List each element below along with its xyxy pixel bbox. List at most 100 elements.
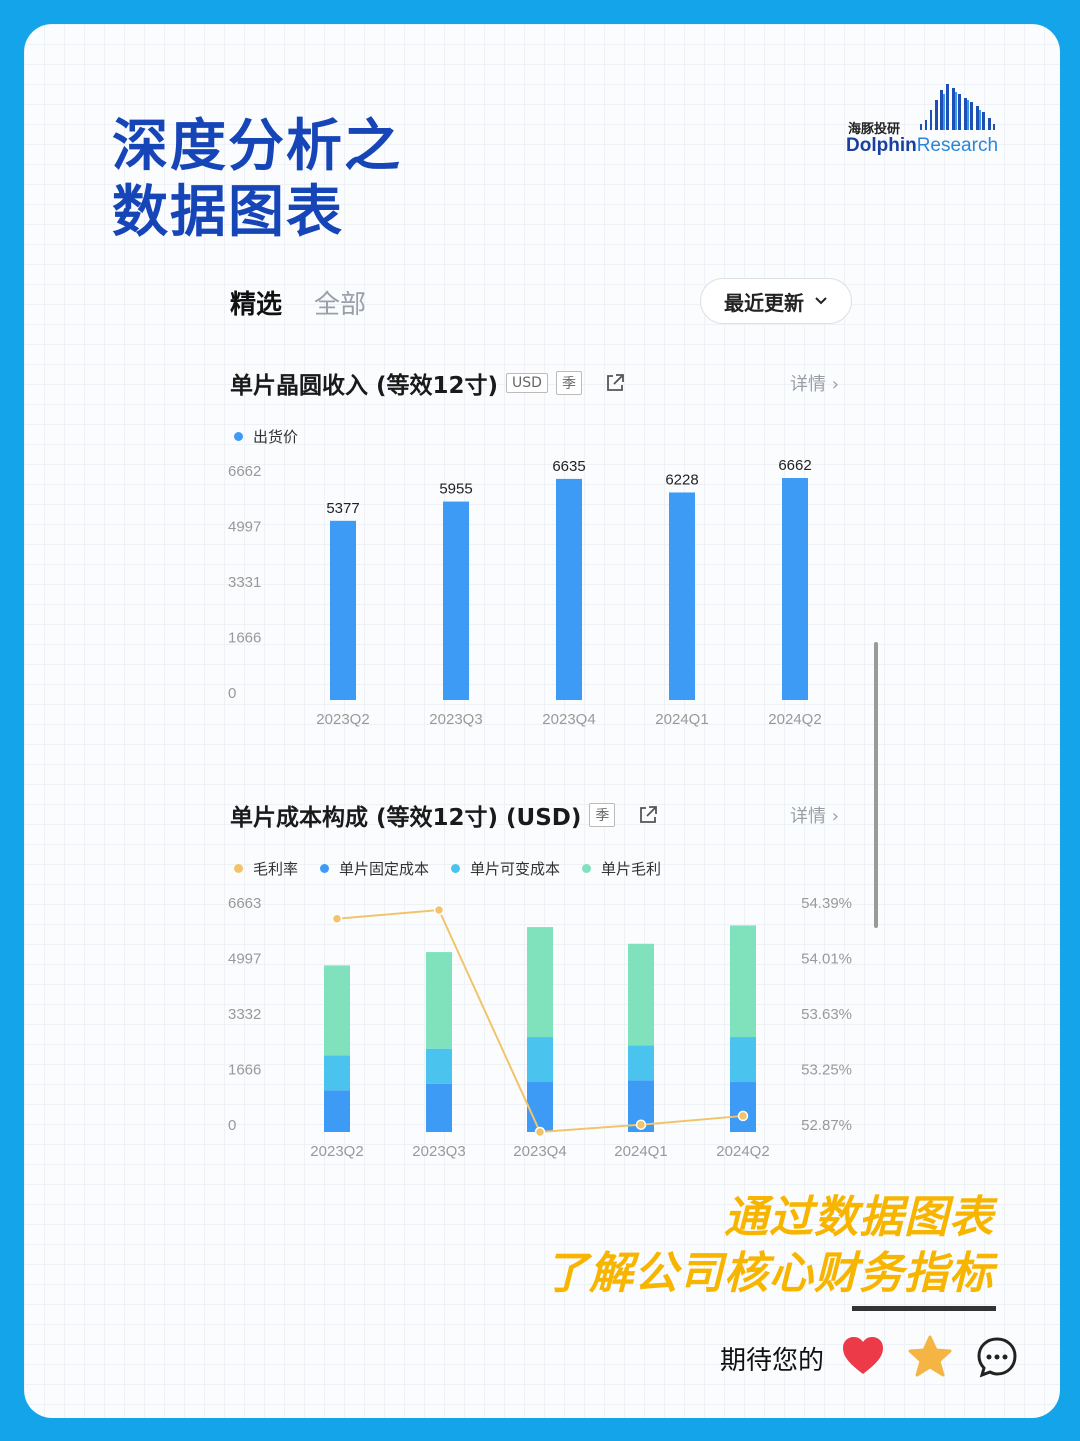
slogan: 通过数据图表 了解公司核心财务指标 xyxy=(544,1190,994,1302)
bar-segment xyxy=(426,1083,452,1132)
chart1-legend: 出货价 xyxy=(234,426,298,447)
chevron-down-icon xyxy=(815,297,827,305)
x-tick-label: 2023Q2 xyxy=(310,1143,363,1160)
bar-segment xyxy=(324,965,350,1056)
y2-tick-label: 53.25% xyxy=(801,1062,852,1079)
comment-icon[interactable] xyxy=(974,1334,1020,1380)
legend-dot xyxy=(320,864,330,873)
bar-segment xyxy=(527,1082,553,1132)
chart2-legend: 毛利率 单片固定成本 单片可变成本 单片毛利 xyxy=(234,858,661,879)
x-tick-label: 2023Q3 xyxy=(412,1143,465,1160)
chart2-detail-link[interactable]: 详情 › xyxy=(790,806,839,827)
headline-line1: 深度分析之 xyxy=(112,114,402,179)
chevron-right-icon: › xyxy=(831,806,839,827)
legend-item[interactable]: 出货价 xyxy=(234,426,298,447)
legend-item[interactable]: 毛利率 xyxy=(234,858,298,879)
x-tick-label: 2023Q4 xyxy=(542,711,595,728)
share-icon[interactable] xyxy=(637,804,659,826)
bar xyxy=(669,492,695,700)
x-tick-label: 2023Q3 xyxy=(429,711,482,728)
chart1-detail-link[interactable]: 详情 › xyxy=(790,374,839,395)
line-point xyxy=(331,913,343,925)
line-point xyxy=(635,1119,647,1130)
headline-line2: 数据图表 xyxy=(112,180,344,245)
data-label: 5377 xyxy=(326,500,359,517)
card xyxy=(24,24,1060,1418)
y-tick-label: 1666 xyxy=(228,1062,261,1079)
x-tick-label: 2024Q2 xyxy=(716,1143,769,1160)
y-tick-label: 4997 xyxy=(228,519,261,536)
bar xyxy=(556,478,582,700)
chart1-title: 单片晶圆收入 (等效12寸) xyxy=(230,373,499,399)
x-tick-label: 2024Q1 xyxy=(614,1143,667,1160)
legend-dot xyxy=(582,864,592,873)
bar xyxy=(782,478,808,700)
legend-dot xyxy=(234,432,243,441)
bar-segment xyxy=(730,925,756,1038)
bar-segment xyxy=(527,927,553,1038)
line-point xyxy=(737,1110,749,1122)
bar-segment xyxy=(628,1045,654,1081)
legend-label: 单片可变成本 xyxy=(470,860,561,878)
y-tick-label: 6662 xyxy=(228,463,261,480)
heart-icon[interactable] xyxy=(840,1334,886,1378)
y-tick-label: 0 xyxy=(228,685,236,702)
chart2-title: 单片成本构成 (等效12寸) (USD) xyxy=(230,805,582,831)
chart2-period-tag: 季 xyxy=(589,803,616,827)
scrollbar[interactable] xyxy=(874,642,878,928)
legend-label: 出货价 xyxy=(253,428,299,446)
tab-bar: 精选 全部 xyxy=(230,284,366,321)
logo-cn-text: 海豚投研 xyxy=(848,122,901,137)
y-tick-label: 3332 xyxy=(228,1006,261,1023)
y-tick-label: 0 xyxy=(228,1117,236,1134)
legend-item[interactable]: 单片毛利 xyxy=(582,858,661,879)
x-tick-label: 2024Q1 xyxy=(655,711,708,728)
sort-dropdown[interactable]: 最近更新 xyxy=(700,278,852,324)
chart1-period-tag: 季 xyxy=(555,371,582,395)
y2-tick-label: 52.87% xyxy=(801,1117,852,1134)
brand-logo: 海豚投研 DolphinResearch xyxy=(846,80,1006,160)
data-label: 5955 xyxy=(439,481,472,498)
share-icon[interactable] xyxy=(604,372,626,394)
sort-label: 最近更新 xyxy=(724,290,804,315)
bar-segment xyxy=(324,1090,350,1132)
slogan-line2: 了解公司核心财务指标 xyxy=(544,1248,994,1299)
chevron-right-icon: › xyxy=(831,374,839,395)
x-tick-label: 2024Q2 xyxy=(768,711,821,728)
star-icon[interactable] xyxy=(906,1334,954,1380)
legend-label: 毛利率 xyxy=(253,860,299,878)
legend-item[interactable]: 单片固定成本 xyxy=(320,858,429,879)
y-tick-label: 1666 xyxy=(228,630,261,647)
logo-bars-icon xyxy=(920,84,995,130)
legend-label: 单片固定成本 xyxy=(339,860,430,878)
bar-segment xyxy=(324,1055,350,1091)
bar-segment xyxy=(426,1048,452,1084)
line-point xyxy=(433,904,445,916)
legend-item[interactable]: 单片可变成本 xyxy=(451,858,560,879)
page-title: 深度分析之 数据图表 xyxy=(112,114,402,246)
line-point xyxy=(534,1126,546,1138)
legend-dot xyxy=(451,864,461,873)
y2-tick-label: 53.63% xyxy=(801,1006,852,1023)
y-tick-label: 4997 xyxy=(228,951,261,968)
data-label: 6228 xyxy=(665,471,698,488)
bar-segment xyxy=(730,1037,756,1083)
bar-segment xyxy=(426,952,452,1049)
legend-label: 单片毛利 xyxy=(601,860,662,878)
footer-text: 期待您的 xyxy=(720,1346,825,1376)
chart1-unit-tag: USD xyxy=(506,373,548,393)
tab-all[interactable]: 全部 xyxy=(314,290,367,320)
y2-tick-label: 54.01% xyxy=(801,951,852,968)
bar-segment xyxy=(527,1037,553,1083)
logo-en-text: DolphinResearch xyxy=(846,135,999,156)
chart2-header: 单片成本构成 (等效12寸) (USD) 季 xyxy=(230,798,659,832)
chart1-header: 单片晶圆收入 (等效12寸) USD 季 xyxy=(230,366,626,400)
bar xyxy=(330,520,356,700)
bar-segment xyxy=(628,943,654,1046)
bar-segment xyxy=(730,1082,756,1132)
data-label: 6635 xyxy=(552,458,585,475)
tab-featured[interactable]: 精选 xyxy=(230,290,283,320)
data-label: 6662 xyxy=(778,457,811,474)
y2-tick-label: 54.39% xyxy=(801,895,852,912)
